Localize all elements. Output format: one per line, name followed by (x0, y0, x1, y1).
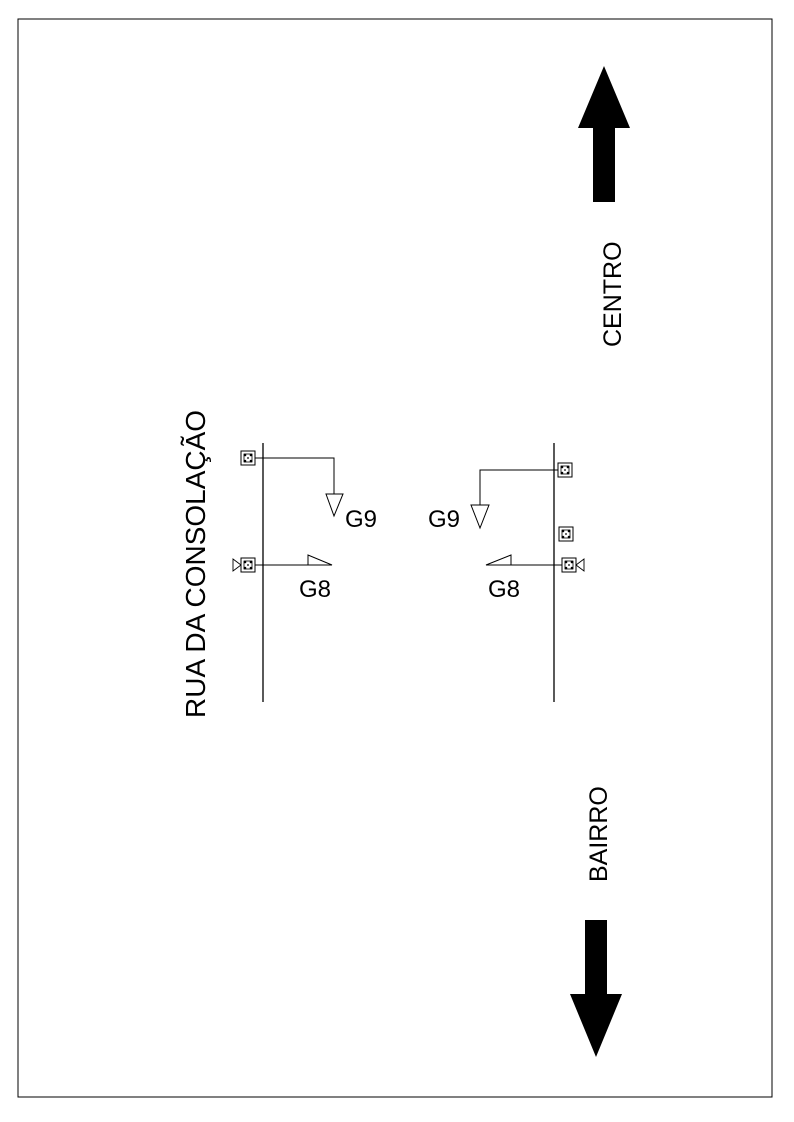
arrow-up-centro-icon (578, 66, 630, 202)
street-name-label: RUA DA CONSOLAÇÃO (180, 410, 211, 718)
arrow-down-icon (470, 504, 490, 530)
pedestrian-signal-icon (575, 558, 585, 572)
group-label-g8-right: G8 (488, 576, 520, 603)
group-label-g9-right: G9 (428, 506, 460, 533)
group-label-g9-left: G9 (345, 506, 377, 533)
page-frame (17, 18, 773, 1098)
arrow-down-icon (325, 493, 344, 518)
traffic-signal-icon (558, 526, 574, 542)
right-g8-group: G8 (485, 554, 585, 603)
direction-label-centro: CENTRO (599, 241, 627, 347)
arrow-left-icon (485, 554, 512, 566)
traffic-signal-icon (240, 450, 256, 466)
pedestrian-signal-icon (232, 558, 242, 572)
arrow-right-icon (307, 554, 333, 566)
left-g9-group: G9 (240, 450, 377, 533)
right-g9-group: G9 (428, 462, 573, 533)
arrow-down-bairro-icon (570, 920, 622, 1057)
traffic-signal-icon (240, 557, 256, 573)
direction-label-bairro: BAIRRO (585, 786, 613, 882)
left-g8-group: G8 (232, 554, 333, 603)
group-label-g8-left: G8 (299, 576, 331, 603)
traffic-signal-icon (561, 557, 577, 573)
traffic-signal-icon (557, 462, 573, 478)
